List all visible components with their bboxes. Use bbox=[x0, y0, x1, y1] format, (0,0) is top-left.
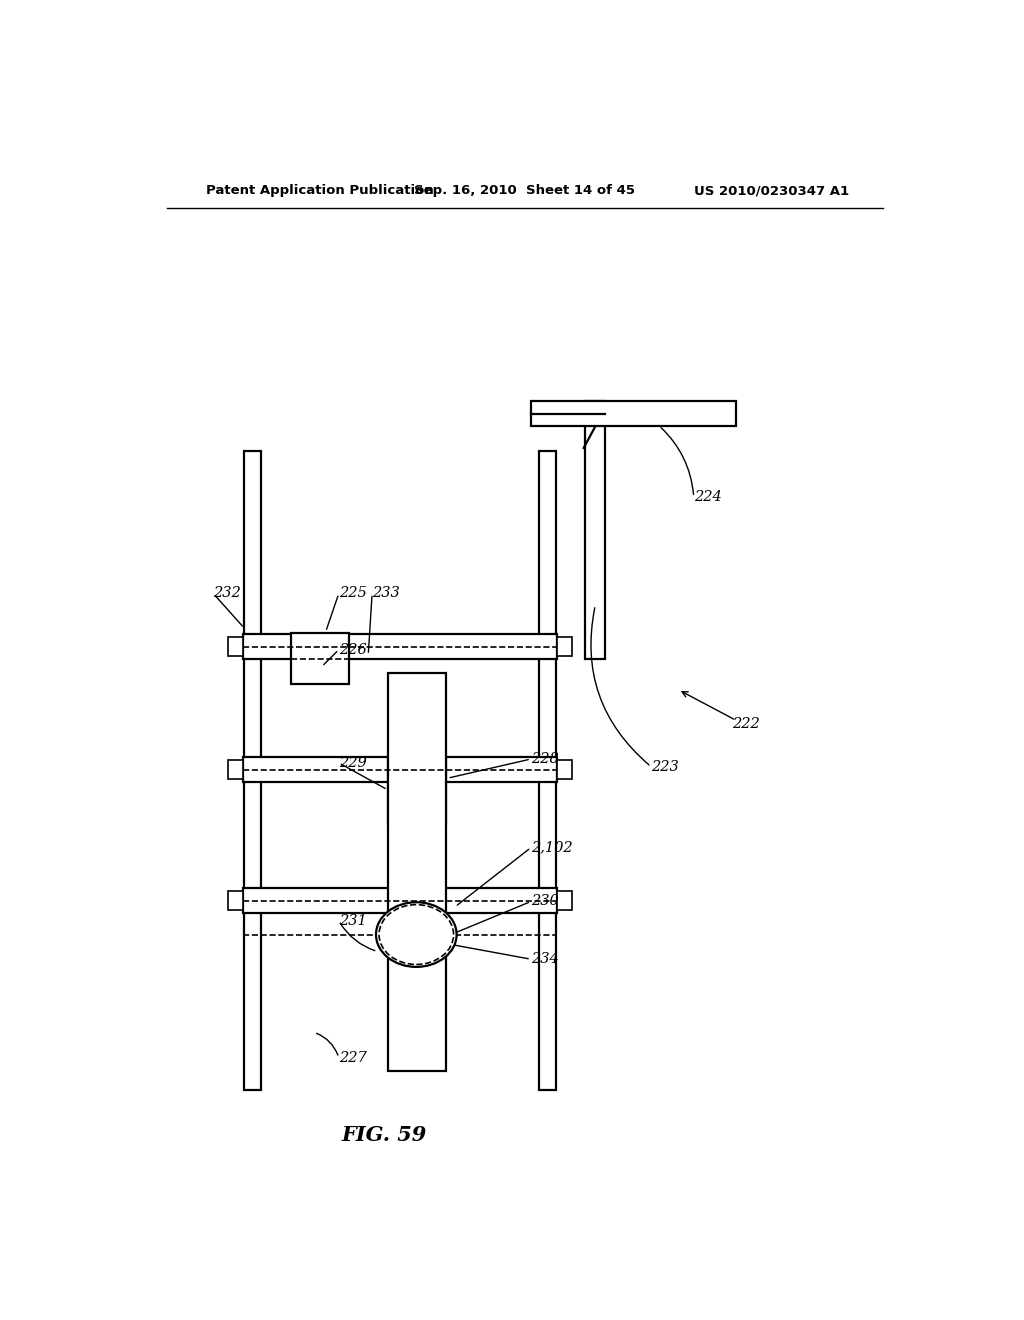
Text: 223: 223 bbox=[651, 760, 679, 774]
Text: Patent Application Publication: Patent Application Publication bbox=[206, 185, 433, 197]
Bar bbox=[244, 758, 557, 781]
Ellipse shape bbox=[376, 903, 457, 966]
Text: FIG. 59: FIG. 59 bbox=[341, 1125, 426, 1144]
Text: 226: 226 bbox=[339, 643, 367, 656]
Text: 233: 233 bbox=[372, 586, 400, 601]
Text: 222: 222 bbox=[732, 717, 760, 731]
Bar bbox=[557, 760, 572, 779]
Bar bbox=[291, 634, 349, 684]
Text: 225: 225 bbox=[339, 586, 367, 601]
Bar bbox=[531, 401, 736, 426]
Bar bbox=[228, 891, 244, 909]
Bar bbox=[244, 888, 557, 913]
Bar bbox=[539, 451, 556, 1090]
Text: 234: 234 bbox=[531, 952, 559, 966]
Bar bbox=[245, 451, 261, 1090]
Text: 232: 232 bbox=[213, 586, 241, 601]
Bar bbox=[557, 891, 572, 909]
Bar bbox=[388, 758, 445, 825]
Text: 230: 230 bbox=[531, 895, 559, 908]
Bar bbox=[388, 673, 445, 1071]
Text: 224: 224 bbox=[693, 490, 722, 504]
Text: 231: 231 bbox=[339, 913, 367, 928]
Text: 228: 228 bbox=[531, 752, 559, 766]
Text: 2,102: 2,102 bbox=[531, 841, 572, 854]
Bar bbox=[586, 401, 605, 659]
Bar bbox=[228, 760, 244, 779]
Text: US 2010/0230347 A1: US 2010/0230347 A1 bbox=[693, 185, 849, 197]
Bar bbox=[228, 638, 244, 656]
Text: Sep. 16, 2010  Sheet 14 of 45: Sep. 16, 2010 Sheet 14 of 45 bbox=[415, 185, 635, 197]
Bar bbox=[557, 638, 572, 656]
Text: 229: 229 bbox=[339, 756, 367, 770]
Text: 227: 227 bbox=[339, 1051, 367, 1065]
Bar bbox=[244, 635, 557, 659]
